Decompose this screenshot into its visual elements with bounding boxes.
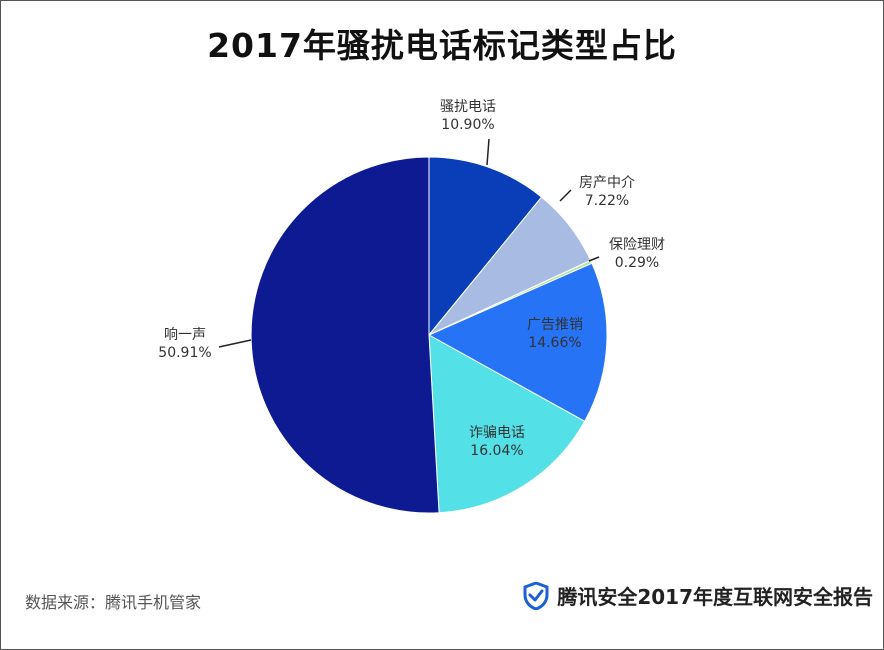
slice-value-label: 50.91% <box>158 345 211 361</box>
leader-line-0 <box>486 138 490 166</box>
slice-value-label: 10.90% <box>441 117 494 133</box>
brand-logo: 腾讯安全2017年度互联网安全报告 <box>523 581 873 610</box>
slice-category-label: 保险理财 <box>609 237 665 253</box>
pie-slice-3 <box>427 262 608 423</box>
slice-value-label: 16.04% <box>470 443 523 459</box>
pie-slice-5 <box>250 156 440 514</box>
slice-value-label: 14.66% <box>528 335 581 351</box>
shield-check-icon <box>523 581 549 610</box>
slice-value-label: 0.29% <box>615 255 659 271</box>
leader-line-2 <box>588 256 600 262</box>
leader-line-1 <box>559 189 572 202</box>
data-source-text: 数据来源：腾讯手机管家 <box>25 593 202 612</box>
pie-slice-4 <box>428 334 586 514</box>
slice-category-label: 诈骗电话 <box>469 425 525 441</box>
leader-line-5 <box>218 339 252 348</box>
slice-category-label: 房产中介 <box>579 175 635 191</box>
slice-category-label: 骚扰电话 <box>440 99 496 115</box>
pie-slice-0 <box>428 156 543 337</box>
slice-category-label: 响一声 <box>164 327 206 343</box>
slice-value-label: 7.22% <box>585 193 629 209</box>
brand-text: 腾讯安全2017年度互联网安全报告 <box>557 585 873 609</box>
slice-category-label: 广告推销 <box>527 317 583 333</box>
chart-title: 2017年骚扰电话标记类型占比 <box>207 26 677 65</box>
